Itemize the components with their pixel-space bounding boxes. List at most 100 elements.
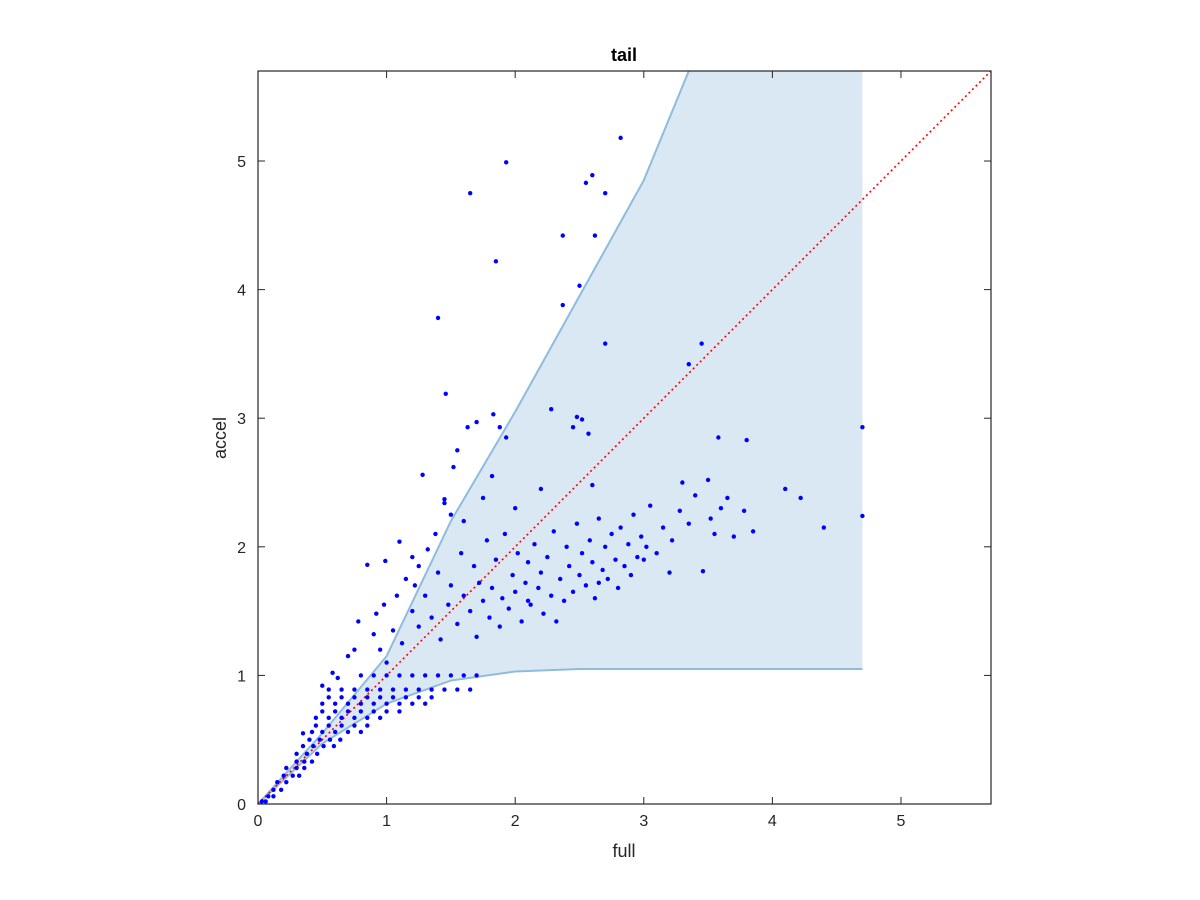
data-point	[628, 572, 634, 578]
data-point	[320, 709, 325, 714]
data-point	[410, 554, 415, 560]
data-point	[554, 619, 559, 624]
x-tick-label: 3	[639, 813, 648, 830]
data-point	[515, 551, 520, 556]
data-point	[583, 180, 589, 186]
data-point	[716, 435, 721, 440]
data-point	[358, 709, 364, 714]
data-point	[603, 190, 608, 196]
data-point	[487, 615, 492, 620]
data-point	[731, 534, 737, 539]
data-point	[618, 135, 623, 141]
data-point	[397, 539, 402, 544]
data-point	[416, 687, 421, 692]
data-point	[480, 598, 486, 604]
data-point	[448, 673, 454, 678]
data-point	[686, 521, 691, 526]
data-point	[693, 493, 698, 498]
data-point	[744, 437, 749, 443]
x-tick-label: 1	[382, 813, 391, 830]
data-point	[429, 687, 434, 692]
data-point	[538, 486, 544, 492]
data-point	[377, 647, 383, 652]
data-point	[528, 602, 533, 607]
data-point	[725, 495, 730, 501]
data-point	[461, 673, 466, 678]
data-point	[536, 585, 541, 591]
data-point	[294, 765, 299, 771]
data-point	[497, 624, 502, 629]
data-point	[365, 723, 370, 728]
data-point	[461, 518, 466, 524]
data-point	[654, 551, 659, 556]
data-point	[503, 160, 509, 165]
data-point	[567, 563, 572, 569]
data-point	[394, 593, 400, 598]
data-point	[448, 583, 454, 588]
data-point	[339, 695, 344, 700]
data-point	[577, 572, 582, 578]
data-point	[429, 615, 434, 620]
data-point	[294, 759, 299, 764]
data-point	[390, 687, 396, 692]
y-tick-label: 0	[237, 797, 246, 814]
data-point	[420, 472, 425, 477]
data-point	[332, 729, 338, 735]
data-point	[442, 500, 447, 506]
data-point	[705, 477, 711, 483]
data-point	[615, 585, 621, 591]
data-point	[345, 653, 351, 659]
data-point	[352, 715, 357, 721]
data-point	[603, 544, 608, 550]
data-point	[365, 562, 370, 568]
data-point	[635, 554, 640, 560]
data-point	[313, 723, 319, 728]
data-point	[603, 341, 608, 346]
data-point	[476, 580, 482, 586]
data-point	[317, 737, 322, 742]
data-point	[577, 283, 582, 288]
data-point	[532, 542, 537, 547]
data-point	[332, 701, 338, 706]
data-point	[592, 596, 598, 601]
data-point	[626, 542, 631, 547]
data-point	[326, 715, 331, 721]
data-point	[339, 723, 344, 728]
data-point	[399, 641, 405, 646]
y-tick-label: 5	[237, 154, 246, 171]
data-point	[541, 611, 546, 616]
data-point	[512, 506, 518, 511]
band-lower-edge	[257, 667, 863, 805]
data-point	[278, 787, 284, 793]
data-point	[338, 737, 343, 742]
data-point	[403, 576, 409, 582]
data-point	[356, 619, 361, 624]
data-point	[271, 787, 276, 793]
data-point	[374, 611, 379, 616]
data-point	[403, 695, 409, 700]
data-point	[330, 670, 335, 676]
data-point	[263, 799, 268, 804]
y-tick-label: 2	[237, 540, 246, 557]
data-point	[561, 598, 567, 604]
data-point	[523, 580, 528, 586]
data-point	[352, 723, 357, 728]
data-point	[266, 794, 271, 799]
data-point	[384, 709, 389, 714]
data-point	[377, 715, 383, 721]
data-point	[422, 593, 428, 598]
data-point	[741, 508, 747, 513]
data-point	[484, 538, 490, 543]
data-point	[474, 673, 479, 678]
data-point	[371, 673, 376, 678]
data-point	[451, 464, 456, 470]
data-point	[442, 497, 447, 502]
data-point	[455, 621, 460, 627]
data-point	[259, 799, 265, 804]
data-point	[613, 557, 618, 562]
data-point	[412, 583, 418, 588]
data-point	[493, 557, 499, 562]
data-point	[300, 743, 306, 749]
data-point	[467, 687, 473, 692]
data-point	[586, 431, 591, 436]
